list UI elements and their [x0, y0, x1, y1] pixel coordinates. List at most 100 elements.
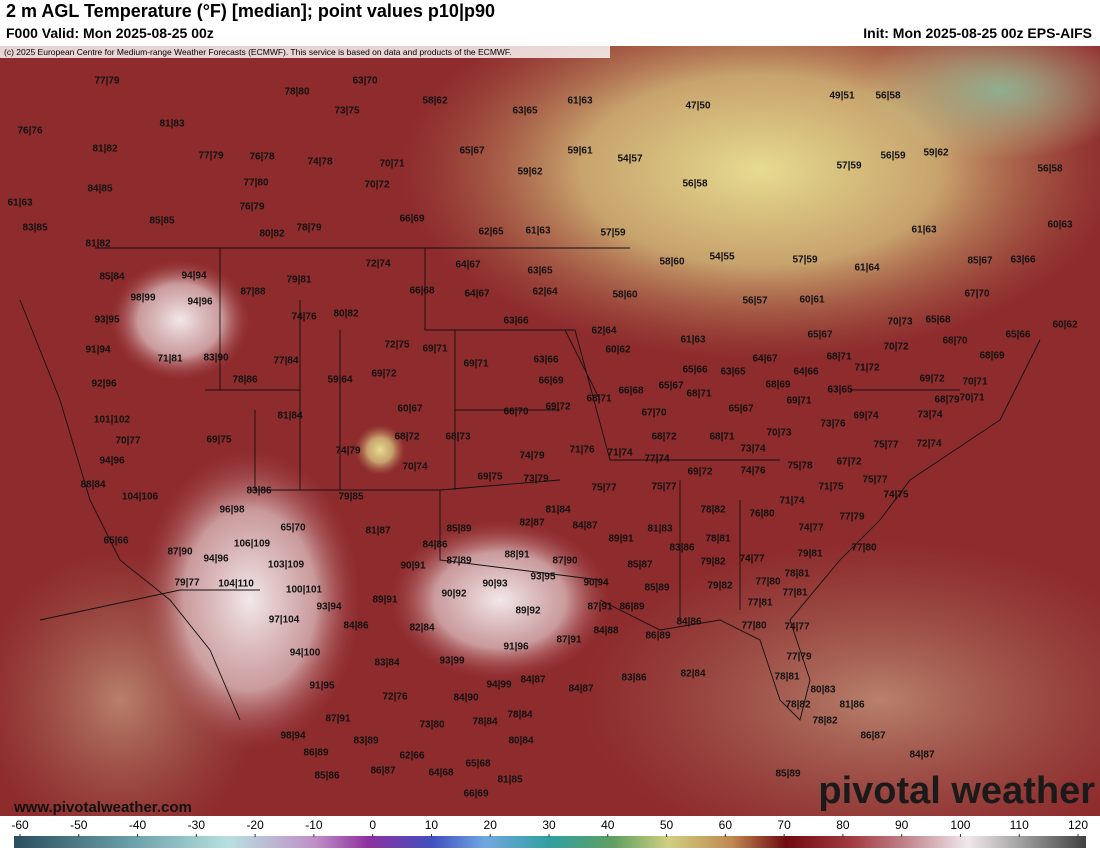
- point-value: 94|96: [99, 456, 124, 467]
- point-value: 58|60: [659, 257, 684, 268]
- point-value: 78|81: [774, 672, 799, 683]
- point-value: 88|84: [80, 480, 105, 491]
- point-value: 66|69: [538, 376, 563, 387]
- point-value: 64|66: [793, 367, 818, 378]
- point-value: 70|71: [962, 377, 987, 388]
- point-value: 70|73: [887, 317, 912, 328]
- point-value: 74|76: [740, 466, 765, 477]
- point-value: 97|104: [269, 615, 300, 626]
- point-value: 85|67: [967, 256, 992, 267]
- point-value: 66|68: [618, 386, 643, 397]
- point-value: 71|81: [157, 354, 182, 365]
- colorbar-tick-label: -30: [188, 818, 206, 832]
- point-value: 70|74: [402, 462, 427, 473]
- point-value: 75|77: [591, 483, 616, 494]
- colorbar-tick-label: 50: [660, 818, 674, 832]
- point-value: 68|71: [586, 394, 611, 405]
- point-value: 65|66: [682, 365, 707, 376]
- point-value: 54|55: [709, 252, 734, 263]
- website: www.pivotalweather.com: [13, 799, 192, 816]
- point-value: 65|66: [103, 536, 128, 547]
- point-value: 69|75: [477, 472, 502, 483]
- point-value: 87|88: [240, 287, 265, 298]
- point-value: 62|64: [591, 326, 616, 337]
- point-value: 77|81: [747, 598, 772, 609]
- point-value: 57|59: [792, 255, 817, 266]
- colorbar-tick-label: -20: [246, 818, 264, 832]
- point-value: 47|50: [685, 101, 710, 112]
- point-value: 66|69: [399, 214, 424, 225]
- copyright: (c) 2025 European Centre for Medium-rang…: [4, 47, 512, 57]
- point-value: 61|64: [854, 263, 879, 274]
- point-value: 84|87: [909, 750, 934, 761]
- point-value: 74|79: [519, 451, 544, 462]
- point-value: 75|77: [651, 482, 676, 493]
- point-value: 78|86: [232, 375, 257, 386]
- colorbar-tick-label: 60: [719, 818, 733, 832]
- point-value: 84|86: [422, 540, 447, 551]
- point-value: 59|64: [327, 375, 352, 386]
- point-value: 63|65: [527, 266, 552, 277]
- point-value: 84|87: [520, 675, 545, 686]
- point-value: 62|64: [532, 287, 557, 298]
- point-values: 77|79 63|70 78|80 58|62 61|63 47|50 49|51 56|58…: [7, 76, 1077, 800]
- point-value: 56|59: [880, 151, 905, 162]
- point-value: 73|79: [523, 474, 548, 485]
- point-value: 81|84: [545, 505, 570, 516]
- point-value: 87|90: [167, 547, 192, 558]
- point-value: 74|77: [784, 622, 809, 633]
- point-value: 78|84: [507, 710, 532, 721]
- point-value: 63|66: [533, 355, 558, 366]
- point-value: 84|87: [568, 684, 593, 695]
- point-value: 70|71: [379, 159, 404, 170]
- point-value: 90|93: [482, 579, 507, 590]
- point-value: 68|71: [686, 389, 711, 400]
- point-value: 84|87: [572, 521, 597, 532]
- point-value: 75|78: [787, 461, 812, 472]
- point-value: 49|51: [829, 91, 854, 102]
- point-value: 64|68: [428, 768, 453, 779]
- point-value: 83|84: [374, 658, 399, 669]
- point-value: 78|80: [284, 87, 309, 98]
- point-value: 69|75: [206, 435, 231, 446]
- point-value: 89|92: [515, 606, 540, 617]
- point-value: 73|74: [740, 444, 765, 455]
- point-value: 78|81: [705, 534, 730, 545]
- point-value: 82|84: [680, 669, 705, 680]
- point-value: 69|72: [919, 374, 944, 385]
- point-value: 68|69: [979, 351, 1004, 362]
- point-value: 91|96: [503, 642, 528, 653]
- hot-region: [110, 260, 250, 380]
- point-value: 77|74: [644, 454, 669, 465]
- point-value: 74|75: [883, 490, 908, 501]
- point-value: 60|62: [1052, 320, 1077, 331]
- point-value: 68|69: [765, 380, 790, 391]
- point-value: 77|79: [198, 151, 223, 162]
- point-value: 89|91: [372, 595, 397, 606]
- point-value: 77|80: [755, 577, 780, 588]
- point-value: 81|85: [497, 775, 522, 786]
- colorbar-tick-label: 0: [369, 818, 376, 832]
- point-value: 83|85: [22, 223, 47, 234]
- point-value: 81|82: [85, 239, 110, 250]
- title: 2 m AGL Temperature (°F) [median]; point…: [6, 1, 495, 21]
- point-value: 75|77: [873, 440, 898, 451]
- point-value: 68|71: [826, 352, 851, 363]
- point-value: 87|90: [552, 556, 577, 567]
- colorbar-tick-label: 30: [542, 818, 556, 832]
- point-value: 83|86: [669, 543, 694, 554]
- point-value: 87|89: [446, 556, 471, 567]
- point-value: 71|75: [818, 482, 843, 493]
- copyright-bg: [0, 46, 610, 58]
- colorbar-ticks: -60 -50 -40 -30 -20 -10 0 10 20 30 40 50 60 70 80 90 100…: [11, 818, 1088, 837]
- point-value: 85|89: [644, 583, 669, 594]
- point-value: 68|73: [445, 432, 470, 443]
- point-value: 79|82: [707, 581, 732, 592]
- point-value: 84|85: [87, 184, 112, 195]
- point-value: 70|71: [959, 393, 984, 404]
- init-time: Init: Mon 2025-08-25 00z EPS-AIFS: [863, 25, 1092, 41]
- point-value: 72|74: [365, 259, 390, 270]
- point-value: 94|96: [187, 297, 212, 308]
- colorbar-tick-label: 120: [1068, 818, 1088, 832]
